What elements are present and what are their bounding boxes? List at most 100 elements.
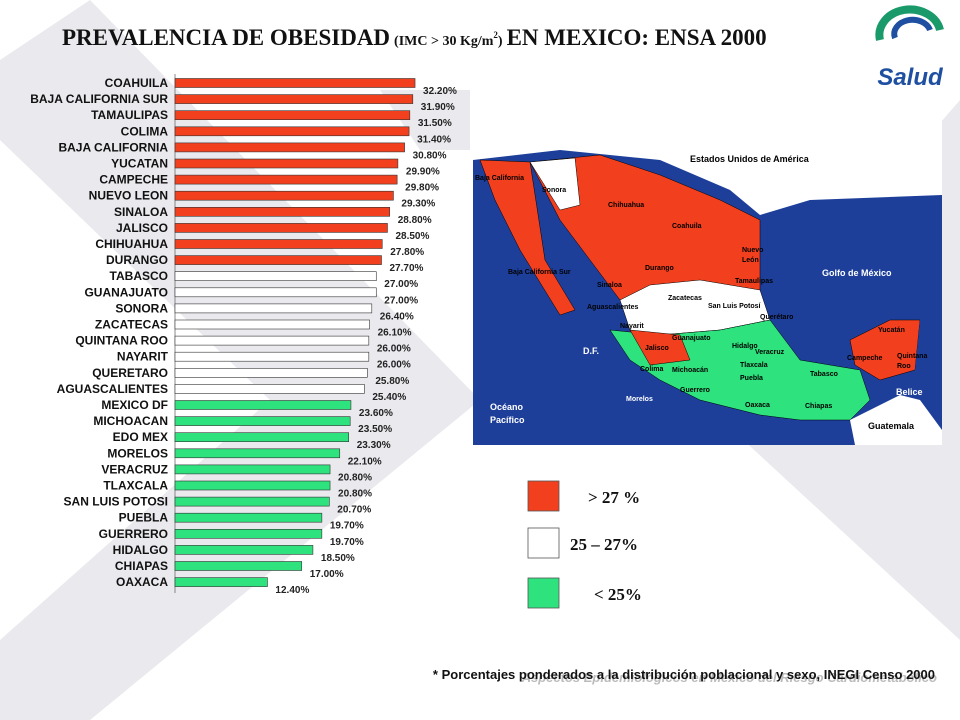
- bar: [174, 158, 399, 169]
- map-label: Michoacán: [672, 367, 708, 374]
- map-guatemala: [850, 395, 942, 445]
- bar: [174, 319, 370, 330]
- value-label: 31.50%: [418, 118, 452, 129]
- map-jalisco: [629, 329, 691, 366]
- category-label: NUEVO LEON: [89, 189, 168, 203]
- title-lead: PREVALENCIA DE OBESIDAD: [62, 25, 390, 50]
- bar: [174, 480, 331, 491]
- map-label: Aguascalientes: [587, 304, 638, 311]
- category-label: QUINTANA ROO: [75, 334, 168, 348]
- category-label: EDO MEX: [113, 430, 168, 444]
- category-label: OAXACA: [116, 575, 168, 589]
- value-label: 20.80%: [338, 489, 372, 500]
- category-label: TABASCO: [110, 269, 168, 283]
- category-label: DURANGO: [106, 253, 168, 267]
- value-label: 17.00%: [310, 569, 344, 580]
- bar: [174, 545, 314, 555]
- category-label: SINALOA: [114, 205, 168, 219]
- category-label: GUERRERO: [99, 527, 168, 541]
- value-label: 25.80%: [375, 376, 409, 387]
- category-label: ZACATECAS: [95, 318, 168, 332]
- map-label: Roo: [897, 363, 911, 370]
- map-label: Jalisco: [645, 345, 669, 352]
- map-label: Zacatecas: [668, 295, 702, 302]
- legend-label: 25 – 27%: [570, 535, 638, 554]
- bar: [174, 207, 390, 217]
- bar: [174, 223, 388, 233]
- bar: [174, 351, 370, 362]
- value-label: 28.80%: [398, 215, 432, 226]
- value-label: 20.80%: [338, 472, 372, 483]
- map-label: Campeche: [847, 355, 883, 362]
- map-label: Veracruz: [755, 349, 785, 356]
- map-baja: [479, 159, 576, 316]
- value-label: 26.10%: [378, 328, 412, 339]
- map-label: Golfo de México: [822, 268, 892, 278]
- bar: [174, 78, 416, 88]
- value-label: 31.40%: [417, 134, 451, 145]
- bar: [174, 335, 370, 346]
- map-label: Durango: [645, 265, 674, 272]
- map: Estados Unidos de América Golfo de Méxic…: [473, 120, 942, 445]
- map-us: [473, 120, 942, 215]
- bar: [174, 303, 373, 314]
- title: PREVALENCIA DE OBESIDAD (IMC > 30 Kg/m2)…: [62, 25, 767, 50]
- category-label: BAJA CALIFORNIA: [58, 140, 168, 154]
- value-label: 29.80%: [405, 183, 439, 194]
- legend-swatch: [527, 577, 560, 609]
- category-label: CAMPECHE: [99, 173, 168, 187]
- category-label: VERACRUZ: [101, 462, 168, 476]
- value-label: 26.00%: [377, 344, 411, 355]
- map-label: Yucatán: [878, 327, 905, 334]
- category-label: PUEBLA: [119, 511, 169, 525]
- value-label: 29.90%: [406, 167, 440, 178]
- category-label: NAYARIT: [117, 350, 169, 364]
- value-label: 22.10%: [348, 456, 382, 467]
- map-label: Chiapas: [805, 403, 832, 410]
- map-label: Nuevo: [742, 247, 763, 254]
- value-label: 28.50%: [395, 231, 429, 242]
- bar: [174, 287, 377, 298]
- map-label: Sinaloa: [597, 282, 622, 289]
- value-label: 25.40%: [372, 392, 406, 403]
- map-label: Sonora: [542, 187, 566, 194]
- legend-label: < 25%: [594, 585, 642, 604]
- category-label: SONORA: [115, 301, 168, 315]
- map-label: Querétaro: [760, 314, 793, 321]
- bar: [174, 126, 410, 137]
- category-label: SAN LUIS POTOSI: [64, 495, 168, 509]
- bar: [174, 528, 323, 539]
- map-label: Morelos: [626, 396, 653, 403]
- footnote: * Porcentajes ponderados a la distribuci…: [433, 667, 935, 682]
- bar: [174, 384, 365, 394]
- map-label: Guerrero: [680, 387, 710, 394]
- value-label: 23.30%: [357, 440, 391, 451]
- value-label: 30.80%: [413, 150, 447, 161]
- legend-label: > 27 %: [588, 488, 640, 507]
- watermark: Aspectos Epidemiológicos en México del R…: [521, 670, 937, 685]
- value-label: 27.70%: [389, 263, 423, 274]
- value-label: 27.00%: [384, 295, 418, 306]
- value-label: 23.60%: [359, 408, 393, 419]
- category-label: GUANAJUATO: [84, 285, 168, 299]
- category-label: MORELOS: [107, 446, 168, 460]
- bar: [174, 367, 368, 378]
- bar: [174, 110, 411, 120]
- title-close: ): [498, 34, 503, 49]
- bar: [174, 577, 268, 587]
- map-label: Nayarit: [620, 323, 644, 330]
- logo: Salud: [875, 5, 944, 91]
- value-label: 12.40%: [275, 585, 309, 596]
- map-label: León: [742, 257, 759, 264]
- map-sonora: [529, 157, 581, 211]
- bar: [174, 239, 383, 249]
- legend-swatch: [527, 527, 560, 559]
- bar: [174, 464, 331, 475]
- bar: [174, 271, 377, 282]
- value-label: 27.80%: [390, 247, 424, 258]
- map-label: Océano: [490, 402, 524, 412]
- map-label: Tamaulipas: [735, 278, 773, 285]
- category-label: CHIAPAS: [115, 559, 168, 573]
- map-label: Belice: [896, 387, 923, 397]
